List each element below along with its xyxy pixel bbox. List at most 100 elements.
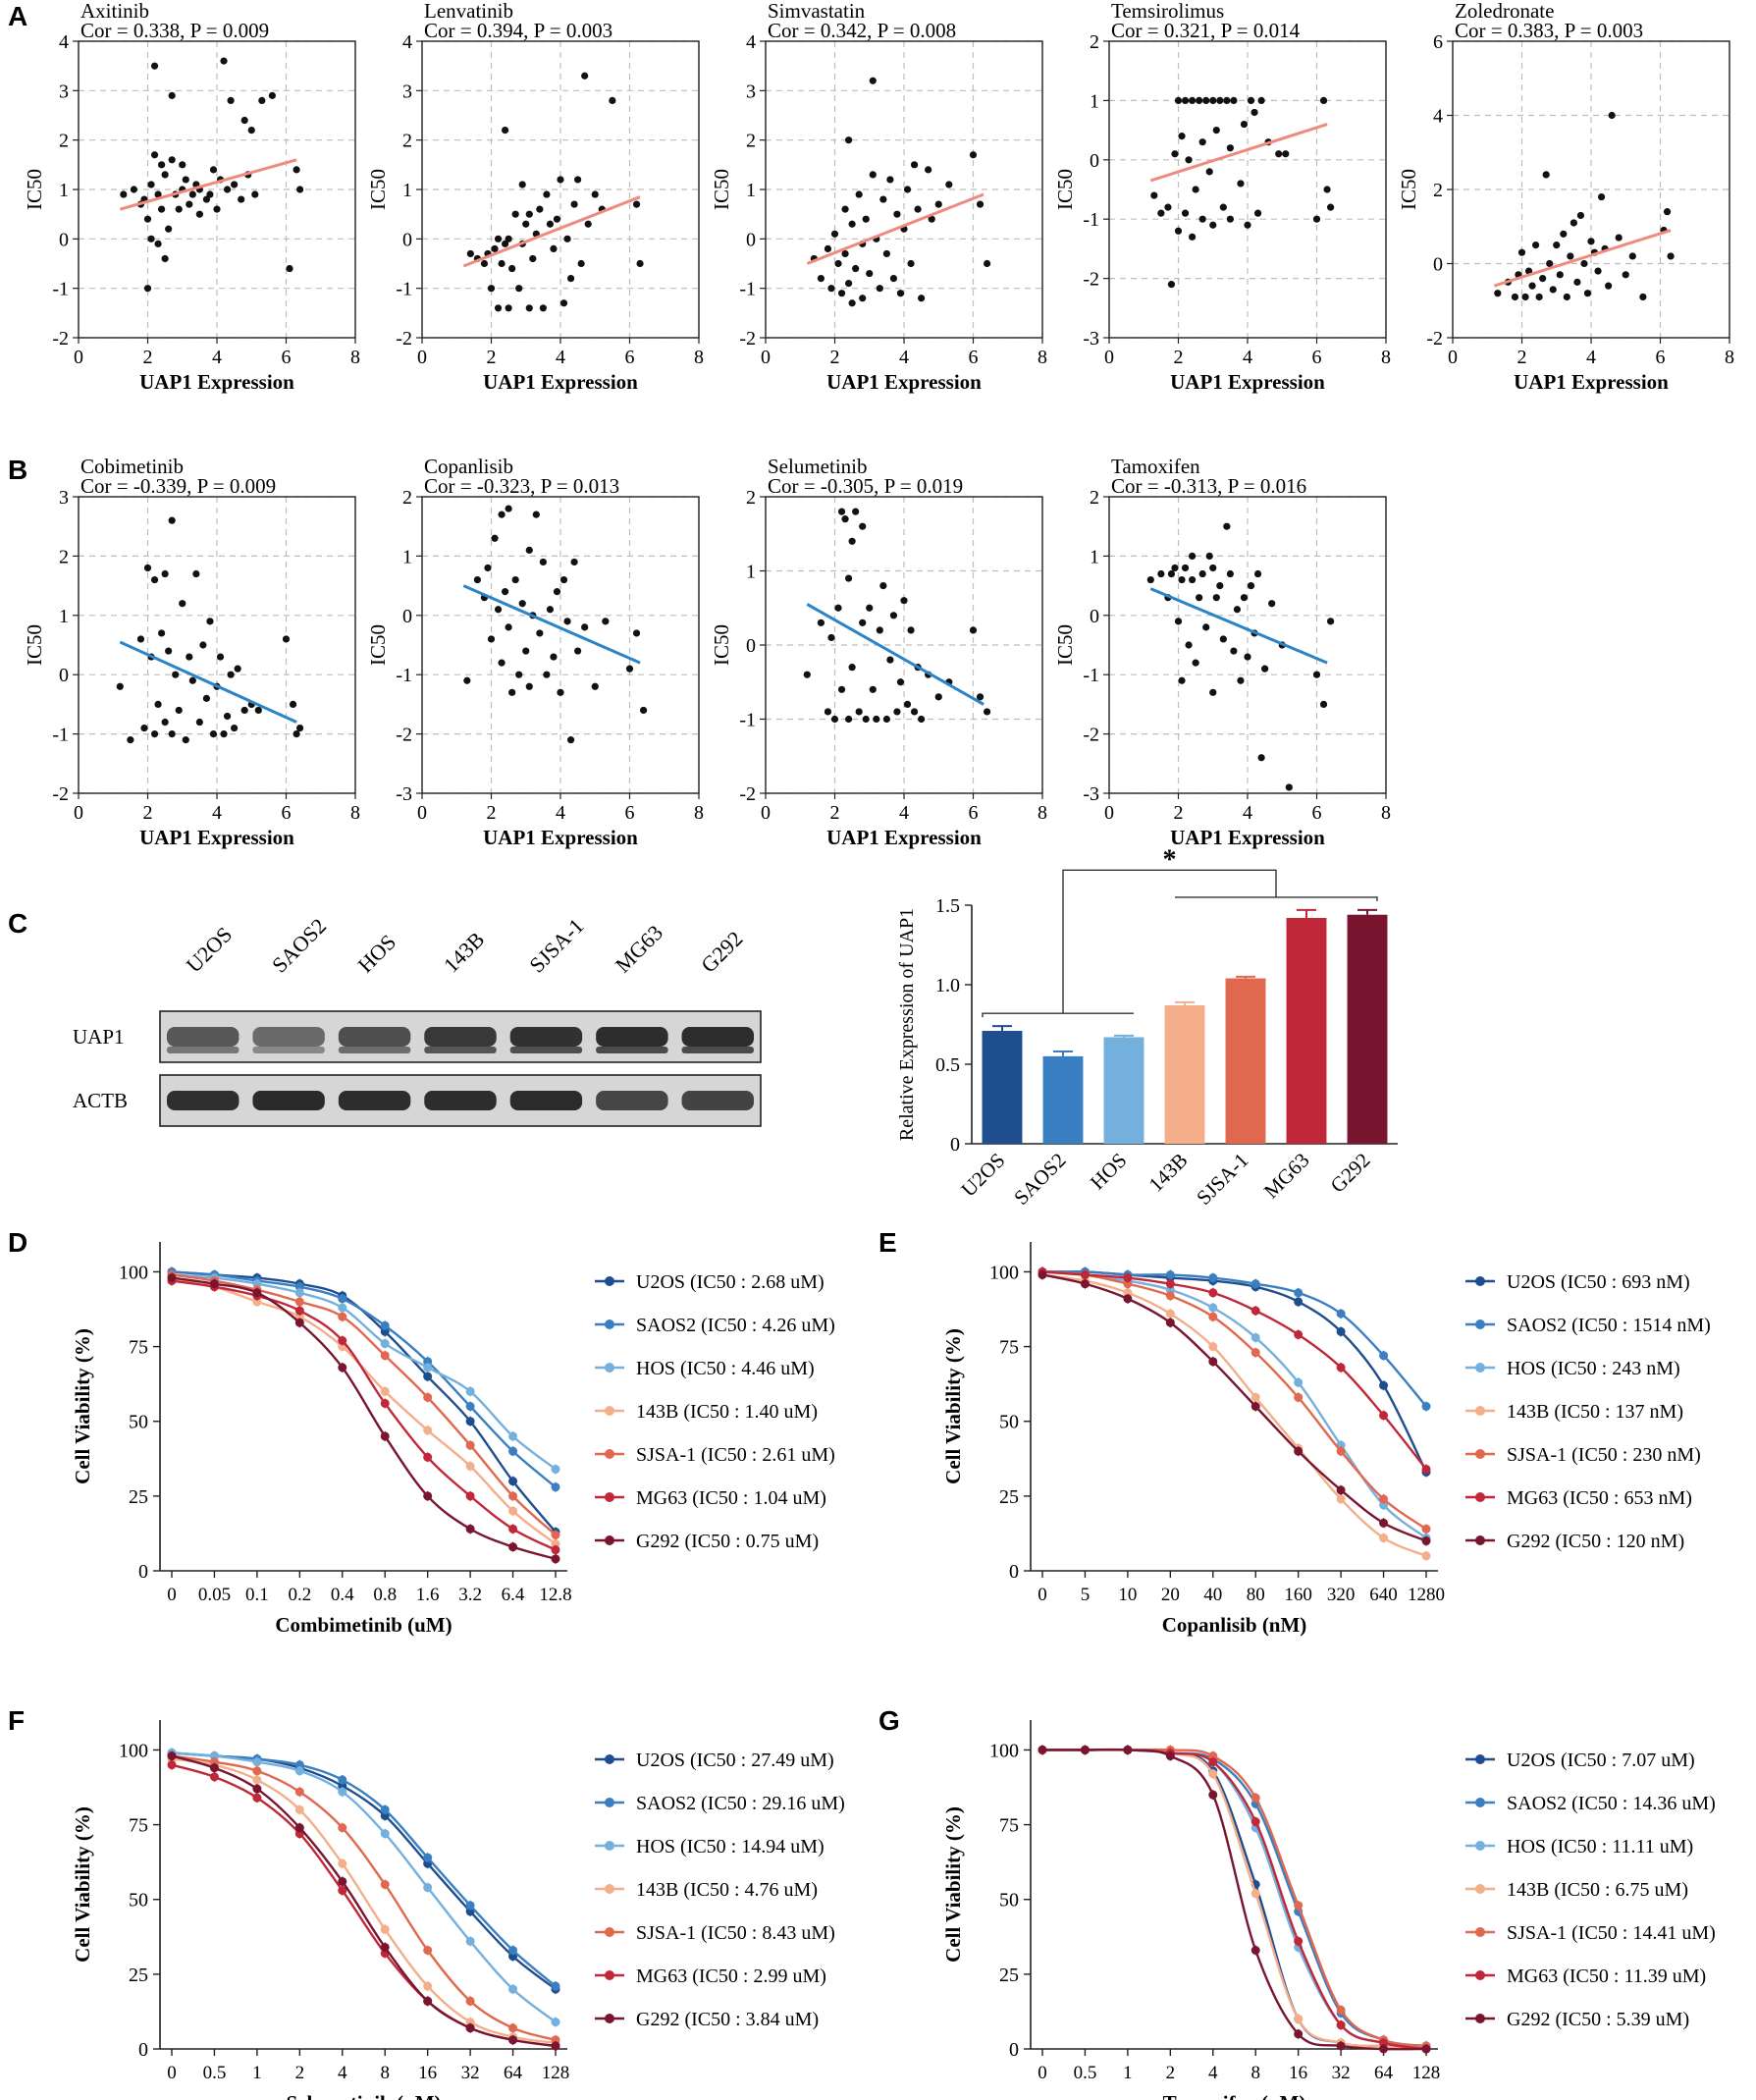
data-point [1539, 275, 1547, 283]
data-point [1174, 96, 1183, 104]
x-tick-label: 3.2 [458, 1585, 482, 1605]
data-point [896, 678, 905, 686]
viability-panel-f: 0 25 50 75 100 0 0.5 1 2 4 8 16 32 64 128 Selumetinib (… [71, 1720, 845, 2100]
data-point [837, 685, 846, 693]
data-point [903, 700, 912, 709]
data-point [1528, 282, 1536, 290]
x-tick-label: 6 [969, 802, 979, 824]
data-point [165, 225, 173, 233]
data-point [466, 249, 474, 258]
data-point [1202, 96, 1210, 104]
x-axis-label: UAP1 Expression [1514, 370, 1669, 394]
data-point [557, 176, 564, 184]
x-tick-label: 4 [1208, 2063, 1218, 2083]
x-tick-label: 0 [761, 802, 771, 824]
x-tick-label: SAOS2 [1009, 1149, 1070, 1210]
chart-title: Temsirolimus [1111, 0, 1224, 23]
data-point [1192, 186, 1199, 193]
y-tick-label: -2 [52, 328, 69, 350]
legend-entry: U2OS (IC50 : 693 nM) [1507, 1271, 1690, 1293]
data-point [1379, 1380, 1389, 1390]
x-tick-label: 1 [1123, 2063, 1133, 2083]
legend-swatch-dot [605, 1492, 614, 1502]
data-point [1150, 191, 1158, 199]
viability-panel-d: 0 25 50 75 100 0 0.05 0.1 0.2 0.4 0.8 1.6 3.2 6.4 12.8… [71, 1242, 835, 1637]
data-point [231, 181, 239, 188]
blot-band-lower [681, 1047, 755, 1053]
data-point [1336, 2041, 1346, 2051]
data-point [338, 1303, 347, 1313]
blot-band [596, 1027, 668, 1047]
legend-swatch-dot [1475, 1798, 1485, 1807]
data-point [830, 715, 839, 724]
legend-entry: SAOS2 (IC50 : 14.36 uM) [1507, 1793, 1716, 1814]
curve-mg63 [1042, 1749, 1427, 2051]
data-point [976, 693, 984, 701]
data-point [511, 210, 519, 218]
data-point [423, 1452, 433, 1462]
data-point [209, 166, 218, 174]
data-point [1570, 219, 1577, 227]
legend-swatch-dot [1475, 1970, 1485, 1980]
data-point [636, 259, 644, 268]
data-point [1185, 156, 1193, 164]
data-point [879, 195, 887, 203]
x-tick-label: 6 [282, 347, 292, 368]
x-tick-label: 6 [1312, 802, 1322, 824]
data-point [1208, 1303, 1218, 1313]
y-tick-label: 25 [129, 1486, 148, 1508]
data-point [1226, 144, 1234, 152]
data-point [882, 249, 890, 258]
y-tick-label: 3 [59, 487, 69, 509]
y-tick-label: 0 [1433, 254, 1443, 276]
legend-swatch-dot [605, 1535, 614, 1545]
data-point [179, 600, 186, 608]
curve-g292 [171, 1754, 557, 2048]
data-point [423, 1853, 433, 1862]
regression-line [1149, 123, 1328, 183]
y-tick-label: 50 [129, 1412, 148, 1433]
y-axis-label: IC50 [710, 624, 733, 666]
data-point [873, 715, 880, 724]
data-point [876, 285, 883, 293]
data-point [1319, 700, 1328, 709]
y-tick-label: 2 [59, 131, 69, 152]
x-tick-label: 0 [167, 1585, 177, 1605]
data-point [294, 1787, 304, 1797]
data-point [234, 665, 241, 673]
data-point [869, 77, 877, 84]
y-tick-label: -1 [1083, 665, 1099, 686]
x-tick-label: 12.8 [539, 1585, 571, 1605]
x-tick-label: 2 [143, 802, 153, 824]
data-point [536, 205, 544, 213]
data-point [1379, 2044, 1389, 2054]
data-point [1196, 594, 1203, 602]
data-point [238, 195, 245, 203]
data-point [1250, 1946, 1260, 1955]
data-point [848, 664, 856, 672]
y-tick-label: 2 [59, 546, 69, 567]
y-tick-label: -1 [52, 279, 69, 300]
data-point [1421, 2044, 1431, 2054]
data-point [559, 575, 568, 584]
panel-letter-e: E [878, 1227, 897, 1258]
data-point [1174, 227, 1183, 235]
data-point [546, 606, 555, 614]
bar [1286, 917, 1327, 1144]
data-point [862, 215, 870, 223]
data-point [473, 575, 481, 584]
data-point [1294, 2015, 1304, 2024]
data-point [494, 304, 503, 312]
data-point [1178, 676, 1186, 684]
x-tick-label: 8 [1038, 802, 1047, 824]
data-point [465, 2023, 475, 2033]
x-tick-label: 2 [487, 347, 497, 368]
y-tick-label: -2 [1083, 269, 1099, 291]
x-tick-label: 5 [1081, 1585, 1091, 1605]
